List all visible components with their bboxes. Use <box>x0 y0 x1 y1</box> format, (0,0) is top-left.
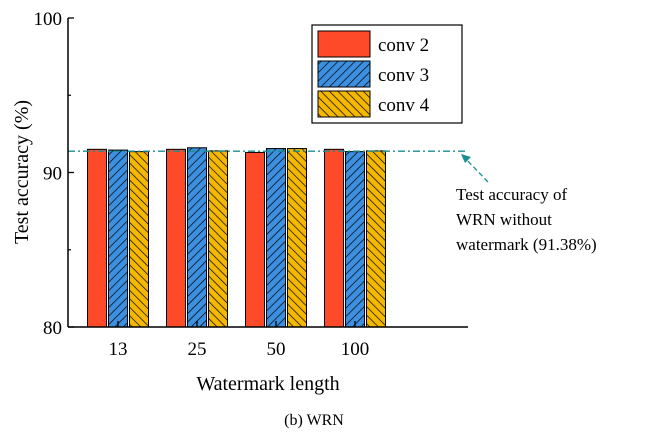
y-tick-label: 90 <box>43 164 62 185</box>
x-tick-label: 50 <box>267 339 286 360</box>
legend-label: conv 2 <box>378 35 429 56</box>
bar-conv-3-50 <box>266 148 286 328</box>
y-axis-title: Test accuracy (%) <box>11 100 33 244</box>
annotation-line-3: watermark (91.38%) <box>456 235 597 254</box>
bar-conv-3-13 <box>108 149 128 328</box>
bar-conv-4-100 <box>366 150 386 328</box>
annotation-arrowhead-icon <box>461 154 471 163</box>
legend-label: conv 4 <box>378 95 430 116</box>
y-tick-label: 80 <box>43 318 62 339</box>
bar-conv-4-13 <box>129 151 149 328</box>
bar-conv-4-50 <box>287 148 307 328</box>
figure-caption: (b) WRN <box>284 412 344 429</box>
bar-conv-4-25 <box>208 150 228 328</box>
bar-conv-2-13 <box>87 148 107 328</box>
bar-conv-2-25 <box>166 148 186 328</box>
legend-swatch <box>317 30 371 58</box>
y-ticks: 80 90 100 <box>34 9 74 339</box>
annotation-arrow <box>463 156 489 183</box>
bar-conv-3-25 <box>187 147 207 328</box>
y-tick-label: 100 <box>34 9 63 30</box>
x-ticks: 13 25 50 100 <box>109 321 370 360</box>
legend-label: conv 3 <box>378 65 429 86</box>
x-axis-title: Watermark length <box>196 373 339 395</box>
x-tick-label: 13 <box>109 339 128 360</box>
annotation-line-1: Test accuracy of <box>456 185 567 204</box>
legend-swatch <box>317 60 371 88</box>
legend-swatch <box>317 90 371 118</box>
bar-conv-2-100 <box>324 148 344 328</box>
bars-group <box>87 147 386 328</box>
annotation-line-2: WRN without <box>456 210 552 229</box>
bar-conv-3-100 <box>345 151 365 328</box>
x-tick-label: 100 <box>341 339 370 360</box>
bar-conv-2-50 <box>245 151 265 328</box>
legend: conv 2 conv 3 conv 4 <box>311 24 463 124</box>
x-tick-label: 25 <box>188 339 207 360</box>
